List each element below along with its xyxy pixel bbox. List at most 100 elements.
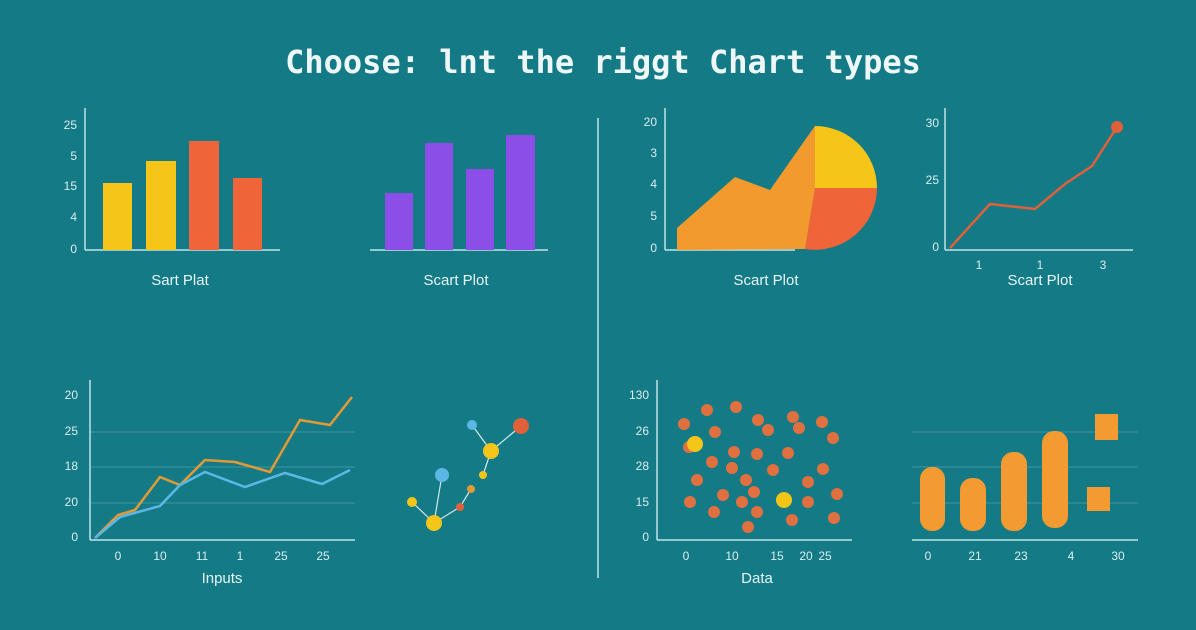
bar [1042, 431, 1068, 528]
node [467, 420, 477, 430]
dot [827, 432, 839, 444]
dot [701, 404, 713, 416]
x-tick-label: 10 [153, 549, 167, 563]
node [483, 443, 499, 459]
pie-slice [815, 126, 877, 188]
x-tick-label: 1 [976, 258, 983, 272]
dot [752, 414, 764, 426]
dot [816, 416, 828, 428]
x-tick-label: 3 [1100, 258, 1107, 272]
y-tick-label: 20 [644, 115, 658, 129]
x-tick-label: 25 [818, 549, 832, 563]
dot [782, 447, 794, 459]
dot [793, 422, 805, 434]
bar [146, 161, 176, 250]
dot [751, 506, 763, 518]
dot [767, 464, 779, 476]
pie-slice [805, 188, 877, 250]
dot [706, 456, 718, 468]
panel-line [944, 108, 1133, 251]
bar [466, 169, 494, 250]
panel-purple-bar [370, 135, 548, 251]
node [479, 471, 487, 479]
x-tick-label: 25 [274, 549, 288, 563]
dot [730, 401, 742, 413]
dot [691, 474, 703, 486]
x-tick-label: 0 [115, 549, 122, 563]
y-tick-label: 15 [636, 495, 650, 509]
dot [817, 463, 829, 475]
y-tick-label: 4 [650, 177, 657, 191]
area [677, 126, 815, 250]
x-tick-label: 21 [968, 549, 982, 563]
bar [233, 178, 262, 250]
y-tick-label: 0 [932, 240, 939, 254]
panel-bar [84, 108, 280, 251]
node [513, 418, 529, 434]
x-tick-label: 0 [925, 549, 932, 563]
dot [717, 489, 729, 501]
dot [728, 446, 740, 458]
square [1095, 414, 1118, 440]
edge [433, 474, 443, 524]
dot [831, 488, 843, 500]
y-tick-label: 5 [70, 149, 77, 163]
line [94, 396, 353, 539]
node [467, 485, 475, 493]
node [407, 497, 417, 507]
y-tick-label: 30 [926, 116, 940, 130]
bar [103, 183, 132, 250]
y-tick-label: 15 [64, 179, 78, 193]
y-tick-label: 18 [65, 459, 79, 473]
caption: Scart Plot [1007, 272, 1073, 289]
x-tick-label: 11 [196, 549, 209, 563]
panel-scatter [656, 380, 852, 541]
y-tick-label: 4 [70, 210, 77, 224]
dot [678, 418, 690, 430]
line [949, 126, 1119, 249]
square [1087, 487, 1110, 511]
bar [385, 193, 413, 250]
dot [709, 426, 721, 438]
dot [740, 474, 752, 486]
panel-area-pie [664, 108, 877, 251]
x-tick-label: 20 [799, 549, 813, 563]
x-tick-label: 23 [1014, 549, 1028, 563]
panel-rounded-bar [912, 414, 1138, 541]
dot [787, 411, 799, 423]
x-tick-label: 4 [1068, 549, 1075, 563]
caption: Inputs [202, 570, 243, 587]
dot [786, 514, 798, 526]
y-tick-label: 25 [926, 173, 940, 187]
x-tick-label: 10 [725, 549, 739, 563]
y-tick-label: 25 [64, 118, 78, 132]
y-tick-label: 5 [650, 209, 657, 223]
y-tick-label: 0 [642, 530, 649, 544]
dot [762, 424, 774, 436]
y-tick-label: 3 [650, 146, 657, 160]
bar [960, 478, 986, 531]
bar [506, 135, 535, 250]
dot [776, 492, 792, 508]
dot [684, 496, 696, 508]
x-tick-label: 0 [683, 549, 690, 563]
node [435, 468, 449, 482]
node [456, 503, 464, 511]
bar [425, 143, 453, 250]
dot [802, 496, 814, 508]
bar [1001, 452, 1027, 531]
x-tick-label: 1 [1037, 258, 1044, 272]
y-tick-label: 0 [650, 241, 657, 255]
point [1111, 121, 1123, 133]
dot [751, 448, 763, 460]
y-tick-label: 20 [65, 495, 79, 509]
dot [687, 436, 703, 452]
dot [736, 496, 748, 508]
caption: Scart Plot [423, 272, 489, 289]
panel-network [407, 418, 529, 531]
dot [802, 476, 814, 488]
caption: Data [741, 570, 773, 587]
caption: Sart Plat [151, 272, 209, 289]
